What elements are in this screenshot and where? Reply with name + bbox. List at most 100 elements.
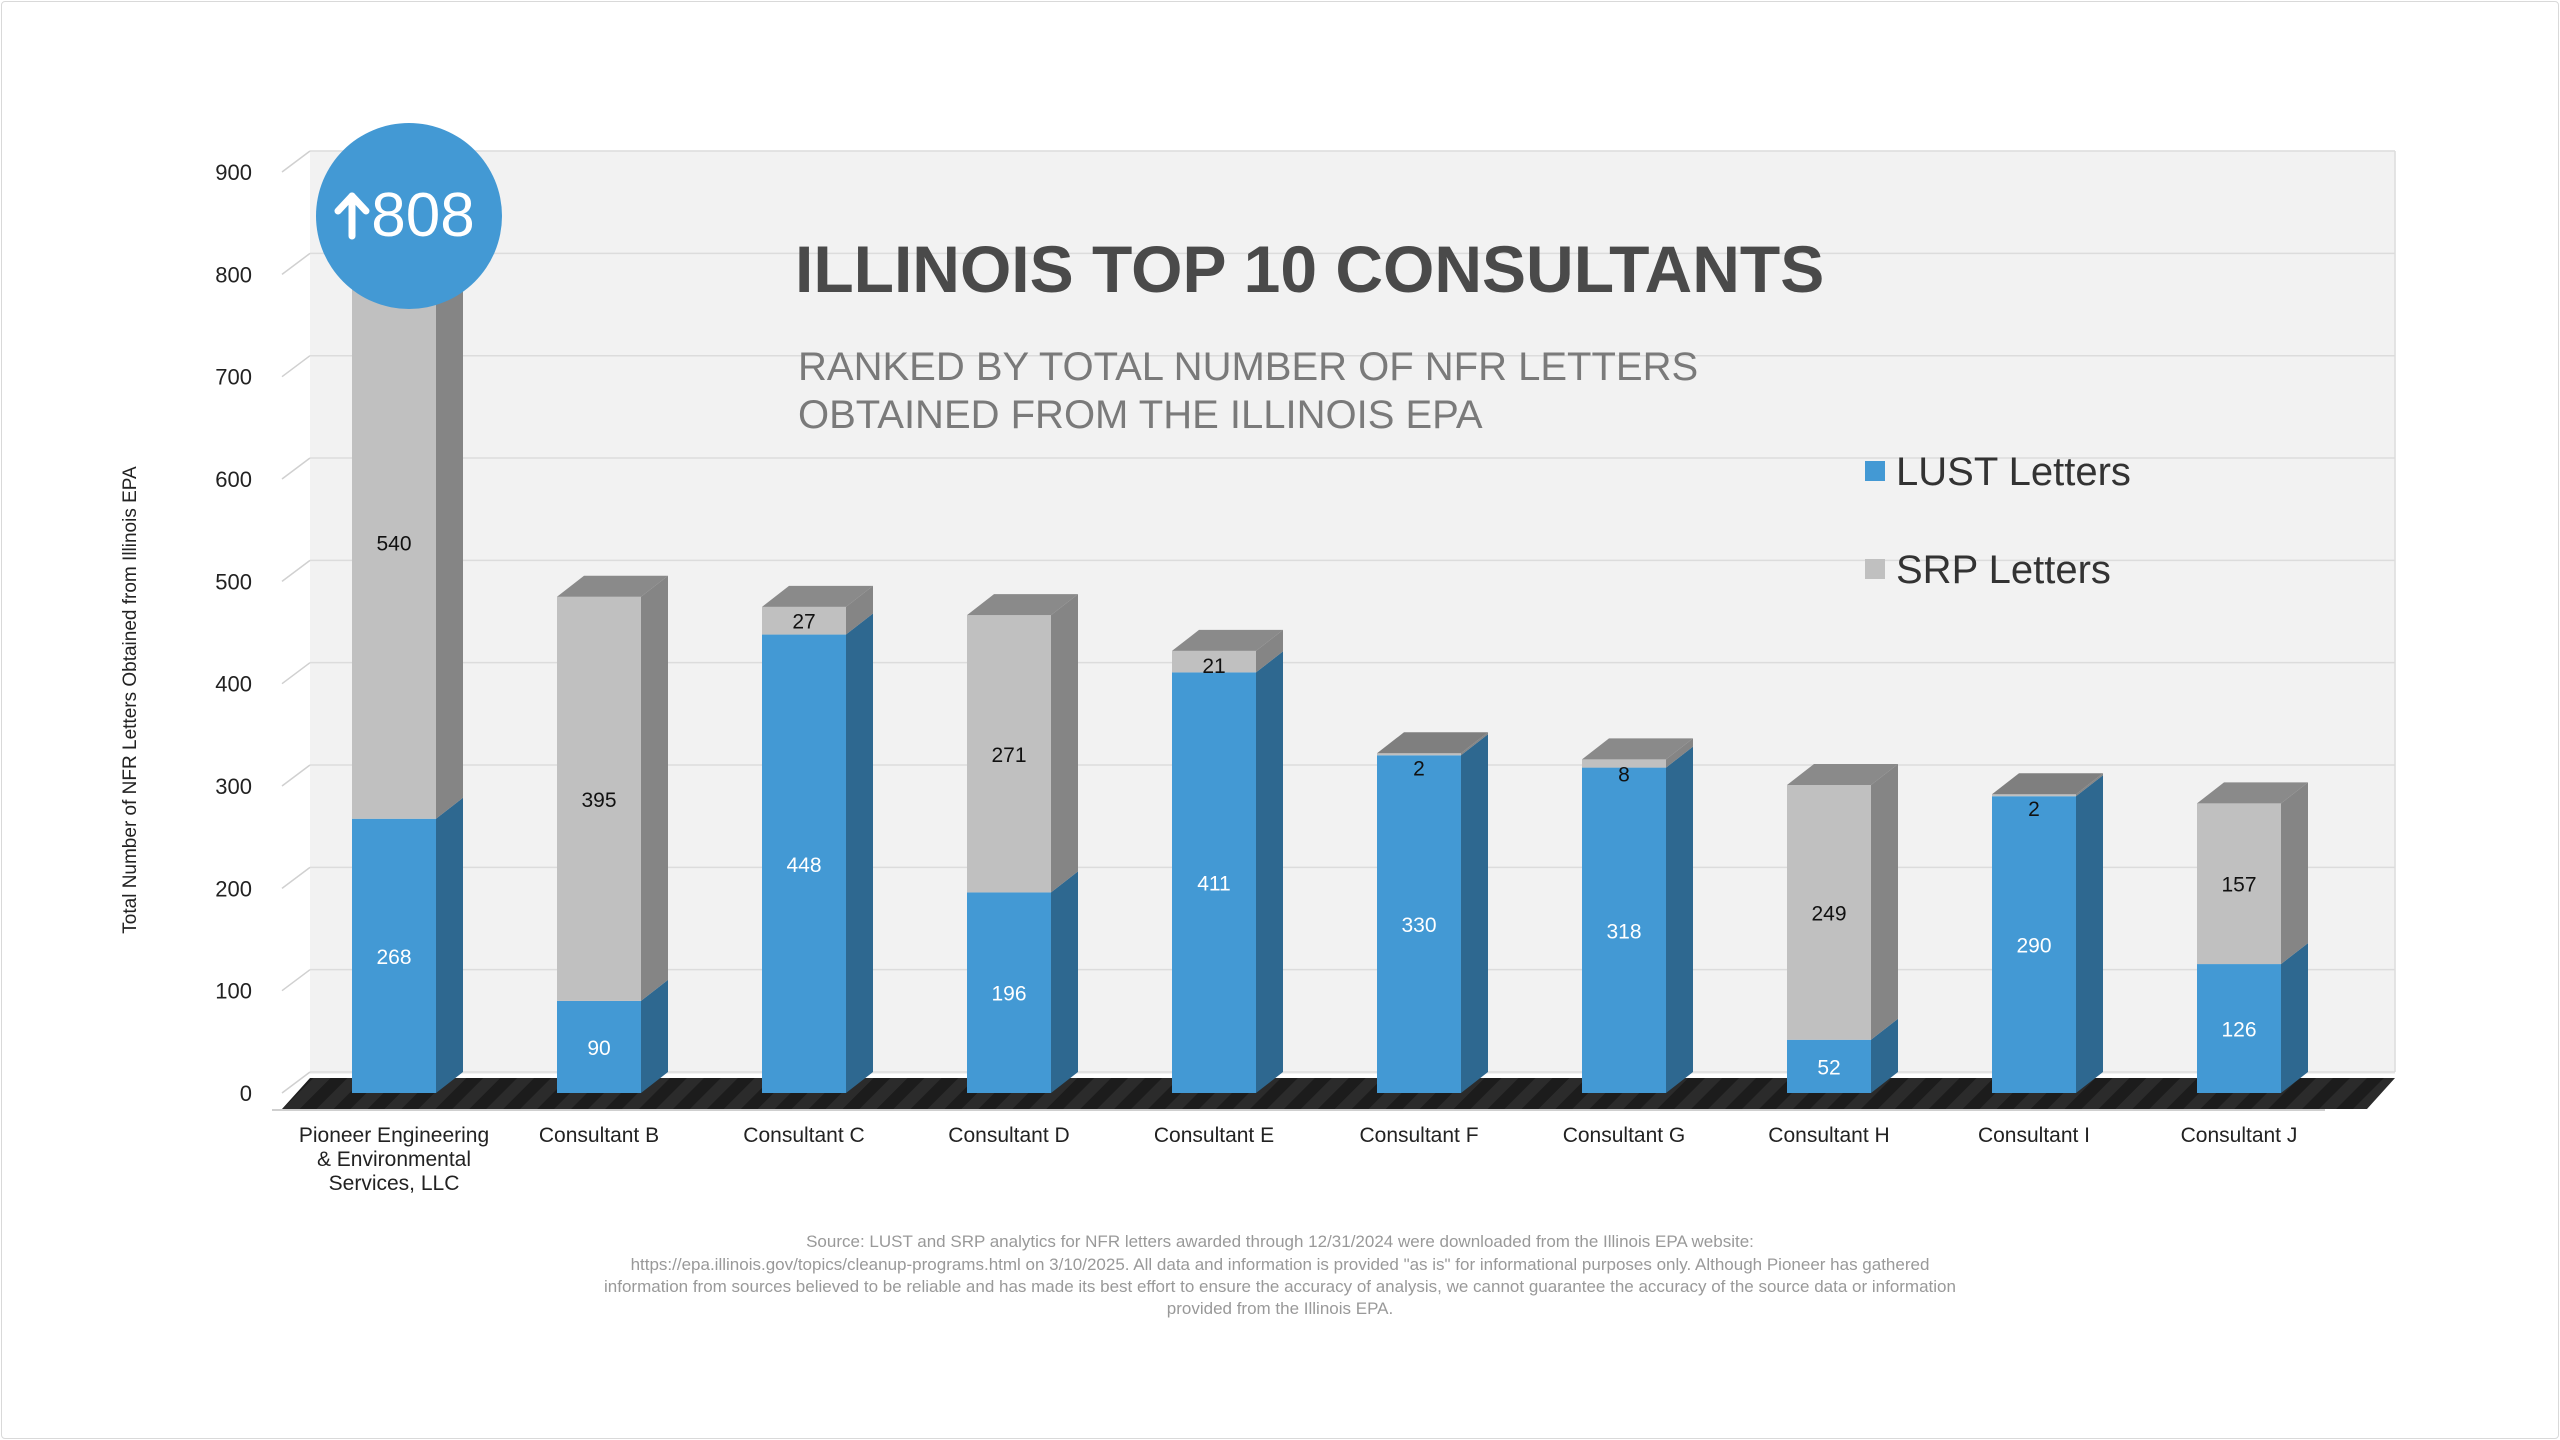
legend-swatch-srp (1865, 559, 1885, 579)
bar-top (1377, 732, 1488, 754)
bar-lust (2197, 964, 2281, 1093)
legend-swatch-lust (1865, 461, 1885, 481)
legend: LUST Letters SRP Letters (1865, 450, 2131, 592)
value-label-srp: 540 (376, 532, 411, 555)
y-tick-label: 500 (215, 569, 252, 594)
gridline-diagonal (281, 559, 311, 582)
value-label-lust: 448 (786, 854, 821, 877)
bar-srp-side (1871, 763, 1898, 1040)
x-category-label: Consultant D (948, 1124, 1069, 1147)
gridline-diagonal (281, 150, 311, 173)
y-tick-label: 800 (215, 262, 252, 287)
gridline-diagonal (281, 457, 311, 480)
bar-lust-side (1871, 1018, 1898, 1093)
gridline-diagonal (281, 969, 311, 992)
bar-lust-side (641, 979, 668, 1093)
bar-lust-side (1461, 734, 1488, 1093)
bars (352, 245, 2308, 1093)
bar-srp (352, 266, 436, 819)
x-category-label: Consultant I (1978, 1124, 2090, 1147)
bar-group (1992, 773, 2103, 1093)
x-category-label: & Environmental (317, 1148, 471, 1171)
bar-lust (352, 818, 436, 1093)
value-label-srp: 271 (991, 744, 1026, 767)
source-note-line-3: information from sources believed to be … (604, 1277, 1956, 1296)
bar-lust (1377, 755, 1461, 1093)
bar-lust-side (846, 613, 873, 1093)
value-labels: 268 540 90 395 448 27 196 271 411 21 330 2 318 8 52 249… (376, 532, 2256, 1079)
y-tick-label: 200 (215, 876, 252, 901)
bar-lust-side (2281, 943, 2308, 1093)
bar-srp (2197, 803, 2281, 965)
value-label-lust: 52 (1817, 1056, 1840, 1079)
value-label-srp: 395 (581, 789, 616, 812)
bar-group (2197, 782, 2308, 1093)
chart-subtitle-line-1: RANKED BY TOTAL NUMBER OF NFR LETTERS (798, 345, 1698, 389)
bar-lust-side (1256, 651, 1283, 1093)
x-category-label: Consultant J (2181, 1124, 2298, 1147)
y-tick-label: 100 (215, 979, 252, 1004)
bar-top (1787, 763, 1898, 785)
value-label-srp: 157 (2221, 874, 2256, 897)
y-tick-label: 0 (240, 1081, 252, 1106)
value-label-lust: 330 (1401, 914, 1436, 937)
bar-lust-side (2076, 775, 2103, 1093)
bar-top (1992, 773, 2103, 795)
y-tick-label: 900 (215, 160, 252, 185)
x-category-label: Services, LLC (329, 1172, 460, 1195)
source-note-line-2: https://epa.illinois.gov/topics/cleanup-… (631, 1255, 1930, 1274)
bar-lust (967, 892, 1051, 1093)
bar-group (762, 585, 873, 1093)
legend-label-lust: LUST Letters (1896, 450, 2131, 494)
bar-top (967, 594, 1078, 616)
y-tick-label: 600 (215, 467, 252, 492)
y-axis-label: Total Number of NFR Letters Obtained fro… (120, 466, 141, 934)
y-tick-label: 400 (215, 672, 252, 697)
value-label-lust: 268 (376, 946, 411, 969)
value-label-srp: 249 (1811, 902, 1846, 925)
value-label-srp: 27 (792, 611, 815, 634)
bar-srp-side (1051, 594, 1078, 893)
value-label-lust: 196 (991, 983, 1026, 1006)
value-label-srp: 8 (1618, 763, 1630, 786)
bar-srp (1582, 759, 1666, 768)
gridline-diagonal (281, 355, 311, 378)
bar-srp (1377, 753, 1461, 756)
bar-group (967, 594, 1078, 1093)
y-axis: 0 100 200 300 400 500 600 700 800 900 (215, 160, 252, 1106)
bar-lust (1992, 796, 2076, 1093)
bar-srp (1787, 784, 1871, 1040)
value-label-srp: 21 (1202, 655, 1225, 678)
bar-group (1787, 763, 1898, 1093)
gridline-diagonal (281, 866, 311, 889)
highlight-value: 808 (371, 181, 474, 250)
legend-label-srp: SRP Letters (1896, 548, 2111, 592)
x-category-label: Consultant H (1768, 1124, 1889, 1147)
bar-srp (1172, 650, 1256, 673)
bar-top (557, 575, 668, 597)
value-label-lust: 411 (1197, 873, 1230, 896)
bar-lust (1582, 767, 1666, 1093)
source-note-line-4: provided from the Illinois EPA. (1167, 1299, 1393, 1318)
bar-lust (762, 634, 846, 1093)
value-label-lust: 90 (587, 1037, 610, 1060)
bar-srp-side (1666, 738, 1693, 768)
up-arrow-icon (334, 192, 370, 240)
x-category-label: Pioneer Engineering (299, 1124, 489, 1147)
x-category-label: Consultant B (539, 1124, 659, 1147)
bar-group (1377, 732, 1488, 1093)
highlight-circle (316, 123, 502, 309)
gridline-diagonal (281, 764, 311, 787)
chart-subtitle-line-2: OBTAINED FROM THE ILLINOIS EPA (798, 393, 1483, 437)
x-axis: Pioneer Engineering& EnvironmentalServic… (299, 1124, 2298, 1195)
bar-group (1172, 629, 1283, 1093)
bar-srp (967, 615, 1051, 893)
bar-group (352, 245, 463, 1093)
gridline-diagonal (281, 1071, 311, 1094)
bar-group (557, 575, 668, 1093)
highlight-badge: 808 (316, 123, 502, 309)
value-label-lust: 318 (1606, 920, 1641, 943)
bar-srp-side (2076, 773, 2103, 797)
gridline-diagonal (281, 662, 311, 685)
